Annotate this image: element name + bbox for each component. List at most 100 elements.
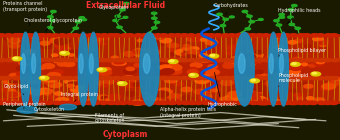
Circle shape [67,52,75,55]
Circle shape [53,101,61,105]
Circle shape [18,76,27,80]
Circle shape [37,76,46,80]
Circle shape [272,47,282,51]
Circle shape [17,59,25,62]
Text: Cytoplasm: Cytoplasm [103,130,148,139]
Circle shape [228,91,242,97]
Circle shape [104,68,111,71]
Circle shape [200,94,212,99]
Circle shape [241,54,256,60]
Circle shape [73,27,79,29]
Circle shape [54,60,59,63]
Circle shape [317,38,323,40]
Circle shape [141,34,149,37]
Circle shape [76,93,82,96]
Circle shape [9,38,18,42]
Circle shape [67,77,73,79]
Circle shape [64,79,76,84]
Circle shape [58,34,66,37]
Circle shape [249,57,262,62]
Circle shape [202,101,210,105]
Circle shape [167,94,182,100]
Circle shape [4,36,14,40]
Text: Peripheral protein: Peripheral protein [3,102,46,108]
Circle shape [242,10,248,13]
Circle shape [236,33,251,39]
Circle shape [312,72,317,74]
Circle shape [314,98,325,102]
Circle shape [100,34,108,37]
Circle shape [310,59,318,62]
Circle shape [54,43,68,48]
Circle shape [254,96,264,100]
Circle shape [284,76,292,80]
Circle shape [250,52,264,58]
Circle shape [304,84,313,88]
Circle shape [208,65,217,69]
Circle shape [105,59,114,62]
Circle shape [147,101,155,105]
Circle shape [159,65,172,70]
Circle shape [276,34,284,37]
Circle shape [270,55,282,60]
Text: Filaments of
cytoskeleton: Filaments of cytoskeleton [95,113,125,123]
Circle shape [134,76,142,80]
Circle shape [8,78,21,83]
Circle shape [168,60,178,63]
Circle shape [253,34,260,37]
Circle shape [15,79,22,82]
Circle shape [292,57,303,62]
Circle shape [180,76,188,80]
Circle shape [89,37,99,41]
Circle shape [42,64,54,69]
Circle shape [112,61,124,65]
Circle shape [63,40,71,43]
Circle shape [12,76,20,80]
Circle shape [312,37,322,41]
Circle shape [6,92,18,97]
Circle shape [32,34,40,37]
Text: Carbohydrates: Carbohydrates [214,3,249,15]
Circle shape [296,59,304,62]
Circle shape [187,70,198,74]
Circle shape [115,15,120,17]
Circle shape [0,98,10,103]
Circle shape [189,73,198,77]
Circle shape [86,59,94,62]
Text: Proteins channel
(transport protein): Proteins channel (transport protein) [3,1,48,26]
Circle shape [317,34,325,37]
Circle shape [99,68,103,70]
Circle shape [139,65,153,70]
Circle shape [222,59,230,62]
Circle shape [126,34,134,37]
Circle shape [85,101,94,105]
Circle shape [152,12,157,14]
Circle shape [133,101,141,105]
Circle shape [47,73,61,78]
Circle shape [227,45,240,51]
Circle shape [50,72,57,75]
Circle shape [40,41,50,45]
Circle shape [170,60,174,62]
Circle shape [140,59,149,62]
Circle shape [255,50,263,54]
Circle shape [121,76,129,80]
Circle shape [60,51,69,55]
Circle shape [168,99,180,104]
Circle shape [84,69,95,73]
Circle shape [152,17,157,19]
Circle shape [70,87,84,93]
Circle shape [202,34,210,37]
Circle shape [316,76,324,80]
Circle shape [156,100,166,104]
Circle shape [126,67,134,71]
Circle shape [9,39,20,43]
Circle shape [288,9,294,11]
Circle shape [167,59,175,62]
Circle shape [12,57,22,61]
Ellipse shape [21,54,26,74]
Circle shape [201,76,209,80]
Circle shape [249,34,257,37]
Circle shape [184,50,190,52]
Circle shape [245,28,251,30]
